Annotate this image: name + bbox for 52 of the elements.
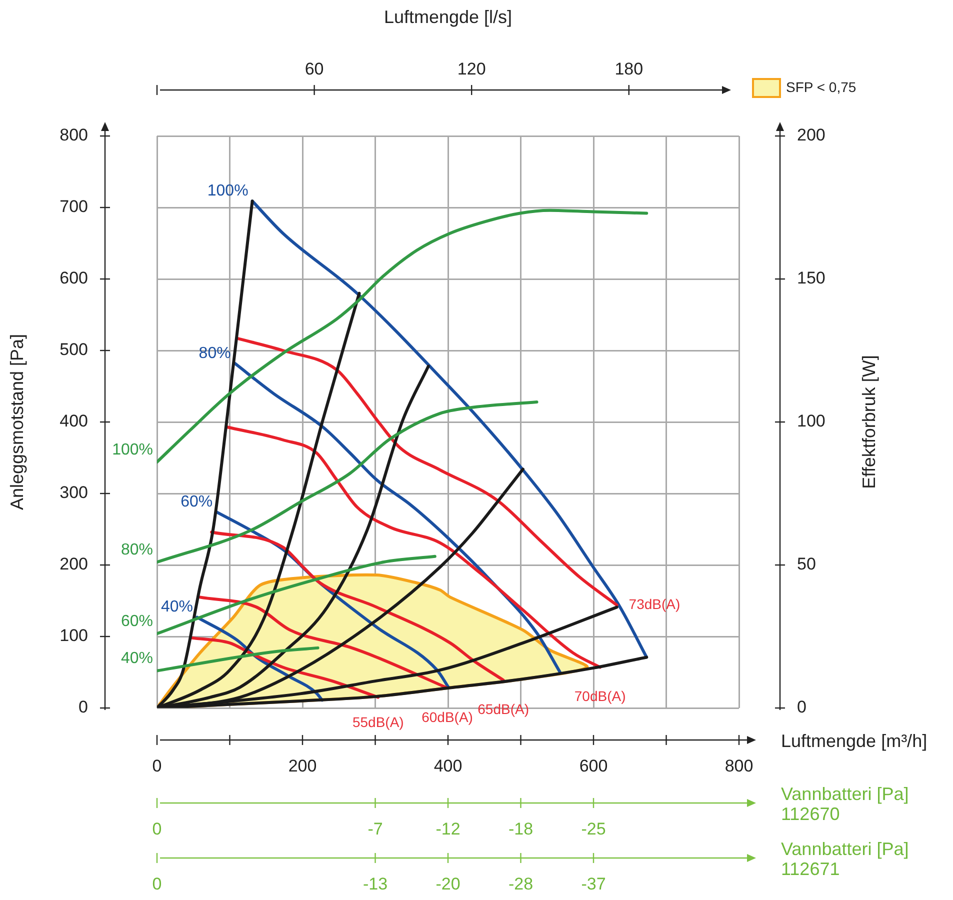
annotation: -7 (368, 820, 383, 839)
annotation: -37 (581, 874, 606, 894)
x-tick-label: 400 (434, 756, 462, 776)
annotation: -20 (436, 874, 460, 894)
annotation: -18 (508, 820, 534, 839)
annotation: 60dB(A) (422, 708, 473, 725)
annotation: -25 (581, 820, 606, 839)
y-tick-label: 700 (60, 197, 88, 216)
y-tick-label: 200 (60, 554, 88, 574)
series-label: 80% (120, 542, 153, 559)
y2-axis-title: Effektforbruk [W] (858, 355, 879, 489)
y-tick-label: 0 (78, 698, 88, 717)
annotation: 73dB(A) (628, 596, 680, 612)
series-label: 80% (198, 344, 231, 362)
x-tick-label: 800 (724, 756, 754, 776)
x-axis-title: Luftmengde [m³/h] (781, 730, 928, 751)
legend-label: SFP < 0,75 (786, 78, 856, 95)
series-label: 40% (160, 598, 194, 616)
y2-tick-label: 0 (797, 698, 806, 717)
annotation: -12 (436, 820, 460, 839)
x-tick-label: 600 (579, 756, 608, 776)
y-tick-label: 300 (60, 483, 88, 502)
y-tick-label: 400 (60, 412, 88, 431)
annotation: -28 (508, 874, 534, 894)
annotation: 70dB(A) (574, 688, 626, 704)
x-tick-label: 0 (152, 756, 162, 776)
y-tick-label: 600 (60, 268, 88, 288)
x2-tick-label: 60 (304, 60, 324, 79)
annotation: -13 (362, 874, 388, 894)
annotation: 0 (152, 820, 162, 839)
y-tick-label: 100 (60, 626, 88, 646)
x2-tick-label: 180 (614, 60, 644, 79)
text: Vannbatteri [Pa] 112670 (781, 784, 909, 824)
series-label: 40% (120, 650, 153, 668)
y2-tick-label: 100 (797, 412, 826, 431)
x-tick-label: 200 (288, 756, 317, 776)
y2-tick-label: 50 (797, 554, 816, 574)
series-label: 100% (112, 441, 153, 458)
text: Vannbatteri [Pa] 112671 (781, 838, 909, 879)
y-tick-label: 800 (60, 126, 88, 145)
series-label: 100% (207, 182, 248, 200)
y2-tick-label: 150 (797, 268, 826, 288)
y-axis-title: Anleggsmotstand [Pa] (6, 334, 27, 510)
series-label: 60% (120, 613, 153, 630)
annotation: 65dB(A) (478, 700, 529, 717)
annotation: 55dB(A) (352, 714, 404, 730)
y2-tick-label: 200 (797, 126, 826, 145)
x2-axis-title: Luftmengde [l/s] (384, 6, 512, 27)
x2-tick-label: 120 (457, 60, 486, 79)
y-tick-label: 500 (60, 340, 88, 360)
annotation: 0 (152, 874, 162, 894)
series-label: 60% (180, 493, 213, 510)
